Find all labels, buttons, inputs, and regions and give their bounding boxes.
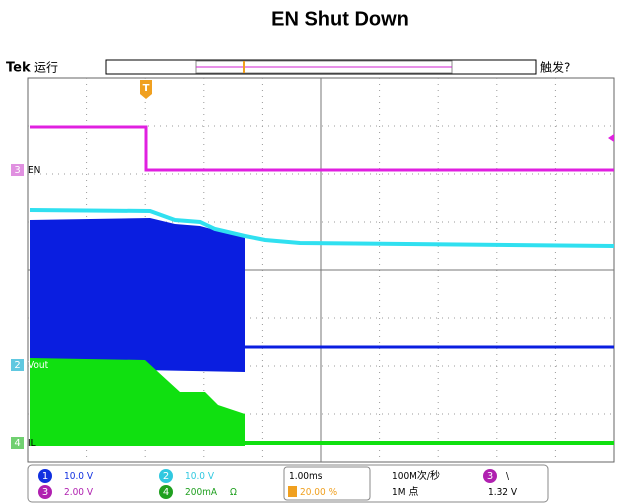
- trigger-source-badge: [483, 469, 497, 483]
- trigger-position-icon: [288, 486, 297, 497]
- ch2-marker-label: Vout: [28, 360, 49, 371]
- timebase-box: [283, 466, 371, 501]
- title: EN Shut Down: [271, 8, 409, 30]
- sw-envelope: [30, 218, 245, 372]
- ch4-badge: [159, 485, 173, 499]
- sample-rate: 100M次/秒: [392, 469, 440, 482]
- ch3-number: 3: [42, 487, 48, 498]
- en-trace: [30, 125, 614, 172]
- brand: Tek: [6, 61, 31, 76]
- ch4-scale: 200mA: [185, 487, 218, 498]
- readout-panel: [27, 464, 549, 503]
- il-envelope: [30, 358, 245, 446]
- ch3-scale: 2.00 V: [64, 487, 94, 498]
- ch2-scale: 10.0 V: [185, 471, 215, 482]
- ch2-marker-number: 2: [14, 360, 20, 371]
- ch4-marker-label: IL: [28, 438, 36, 449]
- ch1-badge: [38, 469, 52, 483]
- ch1-scale: 10.0 V: [64, 471, 94, 482]
- ch3-marker-number: 3: [14, 165, 20, 176]
- trigger-slope: \: [506, 471, 510, 482]
- trigger-source: 3: [487, 471, 493, 482]
- ch4-marker: [11, 437, 24, 449]
- run-status: 运行: [34, 61, 58, 75]
- ch2-number: 2: [163, 471, 169, 482]
- level-marker: [608, 134, 614, 142]
- ch3-marker-label: EN: [28, 165, 40, 176]
- record-length: 1M 点: [392, 486, 418, 498]
- timebase: 1.00ms: [289, 471, 323, 482]
- ch4-impedance: Ω: [230, 487, 237, 498]
- ch4-marker-number: 4: [14, 438, 20, 449]
- ch3-badge: [38, 485, 52, 499]
- vout-trace: [29, 208, 615, 248]
- ch2-marker: [11, 359, 24, 371]
- ch1-number: 1: [42, 471, 48, 482]
- trigger-status: 触发?: [540, 60, 570, 75]
- trigger-position: 20.00 %: [300, 487, 338, 498]
- ch2-badge: [159, 469, 173, 483]
- trigger-level: 1.32 V: [488, 487, 518, 498]
- ch3-marker: [11, 164, 24, 176]
- trigger-marker-label: T: [143, 83, 150, 94]
- trigger-marker: [140, 80, 152, 99]
- ch4-number: 4: [163, 487, 169, 498]
